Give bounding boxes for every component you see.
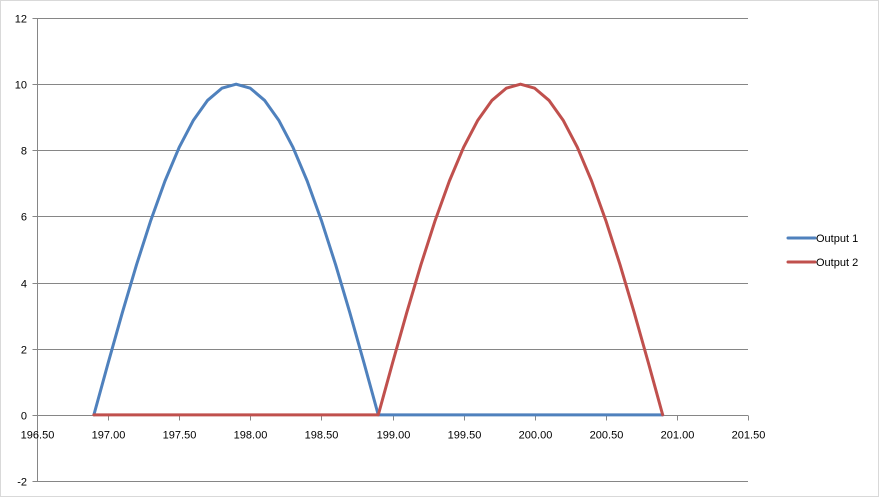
y-tick-label: 10 [15, 80, 27, 92]
x-tick-label: 198.50 [305, 430, 339, 442]
gridlines [37, 18, 748, 482]
series-line-1 [92, 82, 665, 417]
x-tick-label: 197.00 [92, 430, 126, 442]
y-tick-label: 12 [15, 14, 27, 26]
x-tick-label: 199.50 [448, 430, 482, 442]
series-lines [92, 82, 665, 417]
y-tick-label: 0 [21, 411, 27, 423]
legend: Output 1 Output 2 [786, 233, 858, 269]
y-tick-labels: -2 0 2 4 6 8 10 12 [15, 14, 27, 489]
y-tick-label: -2 [17, 477, 27, 489]
legend-label-1: Output 1 [816, 233, 858, 245]
x-tick-label: 201.50 [732, 430, 766, 442]
y-tick-label: 6 [21, 212, 27, 224]
x-tick-label: 200.50 [590, 430, 624, 442]
x-tick-label: 199.00 [377, 430, 411, 442]
x-tick-label: 196.50 [21, 430, 55, 442]
x-tick-label: 198.00 [234, 430, 268, 442]
y-tick-label: 8 [21, 146, 27, 158]
y-tick-label: 4 [21, 279, 27, 291]
legend-label-2: Output 2 [816, 257, 858, 269]
x-tick-label: 197.50 [163, 430, 197, 442]
y-tick-label: 2 [21, 345, 27, 357]
x-tick-label: 200.00 [519, 430, 553, 442]
x-tick-labels: 196.50 197.00 197.50 198.00 198.50 199.00 199.… [21, 430, 766, 442]
series-line-2 [92, 82, 665, 417]
x-tick-label: 201.00 [661, 430, 695, 442]
